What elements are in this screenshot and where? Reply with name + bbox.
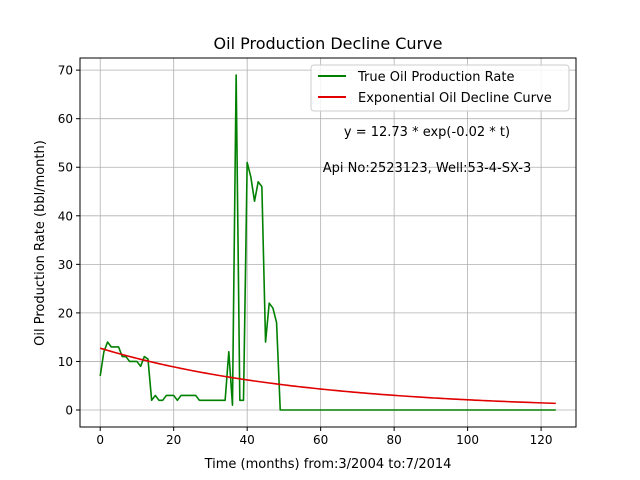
well-annotation: Api No:2523123, Well:53-4-SX-3: [323, 161, 531, 176]
legend-box: [310, 64, 570, 112]
legend-label-true-rate: True Oil Production Rate: [357, 70, 514, 85]
y-tick-label: 10: [58, 355, 73, 369]
legend-label-decline-curve: Exponential Oil Decline Curve: [358, 91, 552, 106]
y-axis-ticks: 0 10 20 30 40 50 60 70: [58, 64, 80, 418]
plot-area-frame: [79, 57, 577, 428]
x-tick-label: 100: [456, 433, 479, 447]
x-axis-label: Time (months) from:3/2004 to:7/2014: [204, 457, 452, 472]
x-axis-ticks: 0 20 40 60 80 100 120: [96, 427, 553, 447]
series-layer: [99, 74, 556, 411]
x-tick-label: 60: [313, 433, 328, 447]
x-tick-label: 40: [240, 433, 255, 447]
y-tick-label: 0: [65, 404, 73, 418]
x-tick-label: 120: [530, 433, 553, 447]
y-tick-label: 30: [58, 258, 73, 272]
y-tick-label: 70: [58, 64, 73, 78]
exponential-decline-curve-line: [99, 347, 556, 405]
equation-annotation: y = 12.73 * exp(-0.02 * t): [344, 125, 510, 140]
y-tick-label: 20: [58, 306, 73, 320]
x-tick-label: 80: [386, 433, 401, 447]
x-tick-label: 20: [166, 433, 181, 447]
y-tick-label: 40: [58, 209, 73, 223]
y-tick-label: 60: [58, 112, 73, 126]
x-tick-label: 0: [96, 433, 104, 447]
true-production-rate-line: [99, 74, 556, 411]
legend: True Oil Production Rate Exponential Oil…: [310, 64, 570, 112]
chart-title: Oil Production Decline Curve: [214, 34, 443, 53]
y-tick-label: 50: [58, 161, 73, 175]
y-axis-label: Oil Production Rate (bbl/month): [33, 140, 48, 346]
